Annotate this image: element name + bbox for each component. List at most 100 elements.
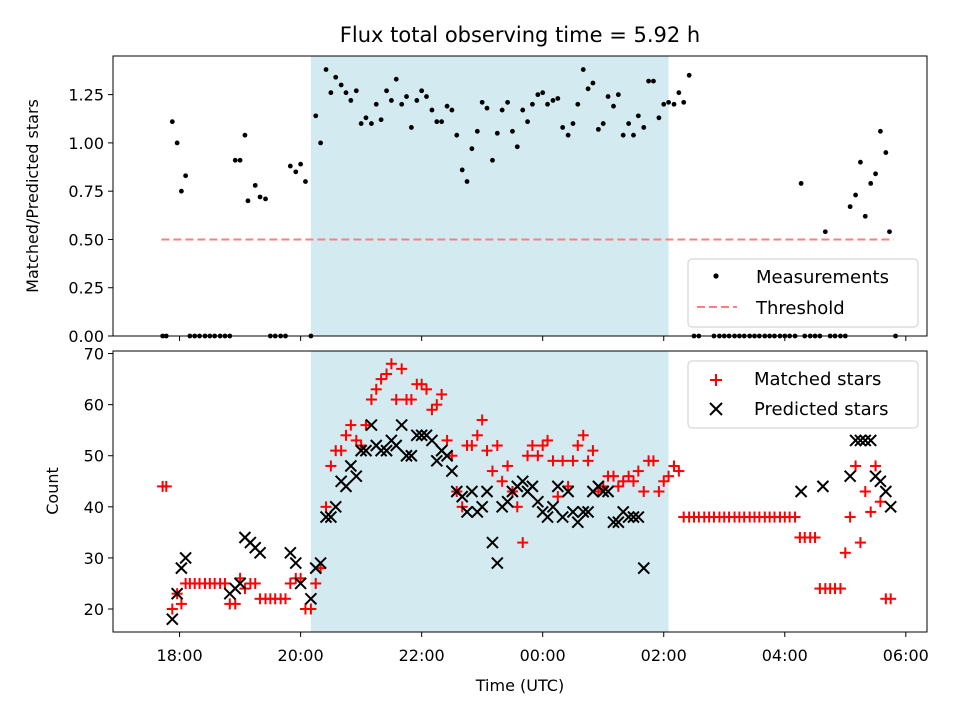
measurement-point (384, 88, 389, 94)
measurement-point (858, 159, 863, 165)
predicted-star-point (339, 480, 353, 493)
matched-star-point (396, 363, 408, 375)
measurement-point (641, 125, 647, 130)
predicted-star-point (465, 485, 479, 498)
matched-star-point (471, 429, 483, 441)
measurement-point (651, 78, 656, 84)
matched-star-point (663, 470, 675, 482)
predicted-star-point (460, 505, 474, 519)
predicted-star-point (501, 495, 514, 508)
measurement-point (169, 119, 175, 125)
measurement-point (449, 107, 455, 113)
measurement-point (237, 157, 243, 163)
top-legend: Measurements Threshold (687, 258, 919, 328)
matched-star-point (557, 455, 569, 467)
measurement-point (484, 105, 490, 111)
predicted-star-point (344, 459, 358, 473)
bottom-y-tick-label: 40 (84, 498, 104, 517)
measurement-point (540, 90, 546, 96)
matched-star-point (789, 511, 801, 523)
matched-star-point (431, 399, 443, 411)
predicted-star-point (410, 429, 424, 442)
predicted-star-point (637, 561, 650, 575)
legend-matched-label: Matched stars (754, 369, 881, 390)
measurement-point (434, 119, 440, 125)
legend-predicted-marker (709, 402, 723, 416)
top-y-axis-label: Matched/Predicted stars (23, 99, 42, 293)
measurement-point (373, 101, 379, 107)
measurement-point (429, 107, 435, 113)
top-y-tick-label: 0.75 (68, 182, 104, 201)
measurement-point (303, 179, 308, 184)
measurement-point (293, 169, 299, 175)
matched-star-point (567, 455, 579, 467)
legend-predicted-label: Predicted stars (754, 399, 888, 420)
measurement-point (242, 132, 248, 138)
bottom-marks (157, 358, 897, 626)
predicted-star-point (294, 577, 307, 590)
predicted-star-point (390, 439, 403, 452)
matched-star-point (385, 358, 397, 370)
matched-star-point (416, 378, 428, 390)
measurement-point (343, 90, 349, 96)
matched-star-point (325, 460, 337, 472)
measurement-point (333, 74, 339, 80)
bottom-x-tick-label: 06:00 (883, 646, 929, 665)
matched-star-point (673, 465, 685, 477)
measurement-point (646, 78, 652, 84)
measurement-point (505, 99, 510, 105)
measurement-point (661, 101, 667, 107)
measurement-point (490, 157, 495, 163)
measurement-point (328, 90, 334, 96)
matched-star-point (552, 491, 564, 503)
predicted-star-point (526, 480, 539, 493)
measurement-point (605, 94, 611, 99)
predicted-star-point (581, 505, 595, 519)
measurement-point (600, 121, 606, 126)
matched-star-point (874, 496, 886, 508)
measurement-point (479, 99, 485, 105)
predicted-star-point (405, 449, 418, 462)
predicted-star-point (491, 556, 504, 570)
measurement-point (263, 196, 268, 202)
predicted-star-point (516, 475, 529, 488)
bottom-y-tick-label: 30 (84, 549, 104, 568)
measurement-point (631, 132, 636, 138)
predicted-star-point (622, 510, 635, 524)
matched-star-point (340, 429, 352, 441)
predicted-star-point (546, 500, 560, 514)
matched-star-point (229, 598, 241, 610)
measurement-point (555, 96, 561, 101)
bottom-x-tick-label: 02:00 (641, 646, 687, 665)
predicted-star-point (551, 480, 565, 493)
matched-star-point (865, 506, 877, 518)
matched-star-point (885, 593, 897, 605)
measurement-point (257, 194, 263, 200)
matched-star-point (809, 531, 821, 543)
predicted-star-point (304, 592, 318, 605)
bottom-x-tick-label: 22:00 (399, 646, 445, 665)
predicted-star-point (556, 510, 569, 524)
predicted-star-point (859, 434, 872, 447)
predicted-star-point (359, 444, 373, 457)
measurement-point (469, 146, 475, 152)
matched-star-point (582, 455, 594, 467)
predicted-star-point (849, 434, 862, 447)
measurement-point (535, 92, 541, 98)
measurement-point (847, 204, 853, 210)
matched-star-point (160, 480, 172, 492)
measurement-point (404, 94, 409, 99)
measurement-point (585, 86, 591, 92)
matched-star-point (572, 440, 584, 452)
matched-star-point (219, 577, 231, 589)
matched-star-point (839, 547, 851, 559)
matched-star-point (517, 537, 529, 549)
measurement-point (245, 198, 251, 204)
matched-star-point (345, 419, 357, 431)
measurement-point (590, 80, 596, 86)
predicted-star-point (179, 551, 192, 565)
measurement-point (575, 101, 581, 107)
matched-star-point (175, 598, 187, 610)
predicted-star-point (816, 480, 830, 493)
predicted-star-point (874, 475, 887, 488)
